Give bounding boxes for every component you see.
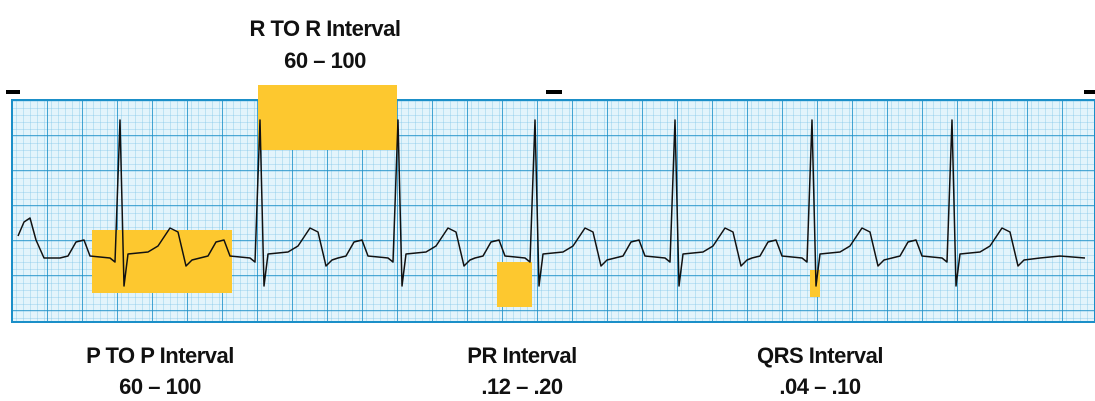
qrs-highlight — [810, 270, 820, 297]
label-range: .04 – .10 — [779, 374, 860, 399]
ecg-trace — [17, 119, 1086, 287]
label-range: 60 – 100 — [284, 48, 366, 73]
label-title: PR Interval — [467, 343, 576, 368]
pr-highlight — [497, 262, 532, 307]
ecg-border — [11, 99, 1095, 323]
label-title: P TO P Interval — [86, 343, 234, 368]
label-range: .12 – .20 — [481, 374, 562, 399]
label-title: QRS Interval — [757, 343, 883, 368]
label-range: 60 – 100 — [119, 374, 201, 399]
label-title: R TO R Interval — [249, 16, 400, 41]
r-to-r-highlight — [258, 85, 397, 150]
